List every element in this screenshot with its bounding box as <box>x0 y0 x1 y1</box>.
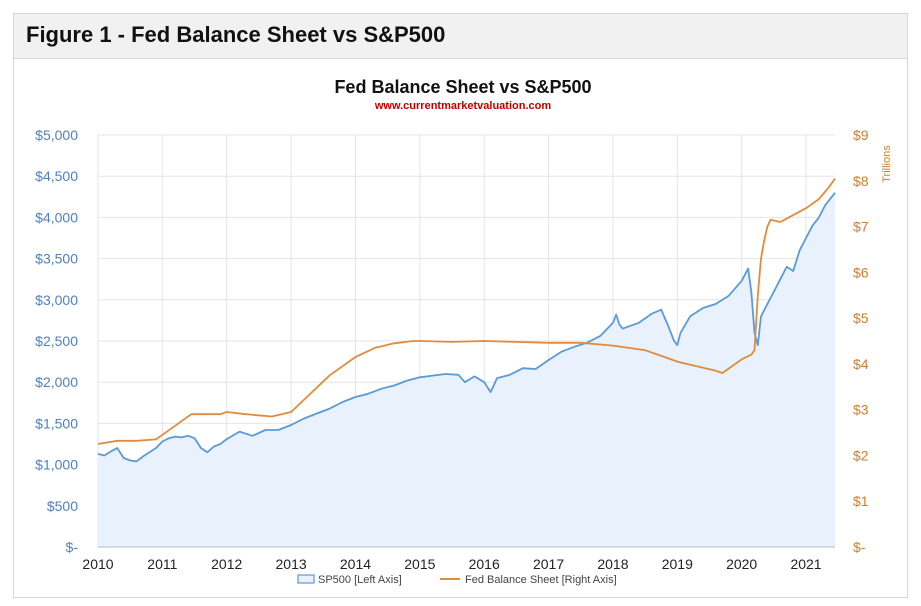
left-tick-label: $4,000 <box>35 209 78 225</box>
right-tick-label: $4 <box>853 356 869 372</box>
x-tick-label: 2013 <box>276 556 307 572</box>
x-tick-label: 2012 <box>211 556 242 572</box>
sp500-line <box>97 192 836 463</box>
sp500-area-layer <box>98 192 835 547</box>
chart: Fed Balance Sheet vs S&P500 www.currentm… <box>35 77 893 586</box>
legend: SP500 [Left Axis] Fed Balance Sheet [Righ… <box>297 574 617 586</box>
left-tick-label: $3,000 <box>35 292 78 308</box>
figure-frame: Figure 1 - Fed Balance Sheet vs S&P500 F… <box>13 13 908 598</box>
x-tick-label: 2019 <box>662 556 693 572</box>
chart-subtitle: www.currentmarketvaluation.com <box>374 100 551 112</box>
chart-title: Fed Balance Sheet vs S&P500 <box>334 77 591 97</box>
left-tick-label: $1,500 <box>35 415 78 431</box>
x-tick-label: 2017 <box>533 556 564 572</box>
left-tick-label: $- <box>66 539 79 555</box>
sp500-area <box>98 192 835 547</box>
legend-sp500-swatch <box>297 574 315 584</box>
left-tick-label: $3,500 <box>35 251 78 267</box>
left-tick-label: $500 <box>47 498 78 514</box>
left-tick-label: $2,500 <box>35 333 78 349</box>
legend-fed-label: Fed Balance Sheet [Right Axis] <box>465 574 617 586</box>
left-tick-label: $1,000 <box>35 457 78 473</box>
right-tick-label: $7 <box>853 219 869 235</box>
right-axis-label: Trillions <box>881 145 893 183</box>
right-tick-label: $1 <box>853 493 869 509</box>
fed-balance-line <box>97 177 836 445</box>
axes: $- $500 $1,000 $1,500 $2,000 $2,500 $3,000 $3,5… <box>35 127 869 572</box>
x-tick-label: 2015 <box>404 556 435 572</box>
x-tick-label: 2018 <box>597 556 628 572</box>
series-lines <box>97 177 836 463</box>
right-tick-label: $9 <box>853 127 869 143</box>
right-tick-label: $- <box>853 539 866 555</box>
x-tick-label: 2014 <box>340 556 371 572</box>
right-tick-label: $5 <box>853 310 869 326</box>
right-tick-label: $8 <box>853 173 869 189</box>
right-tick-label: $3 <box>853 402 869 418</box>
legend-sp500-label: SP500 [Left Axis] <box>318 574 402 586</box>
figure-title: Figure 1 - Fed Balance Sheet vs S&P500 <box>26 22 446 47</box>
figure-header: Figure 1 - Fed Balance Sheet vs S&P500 <box>14 14 907 59</box>
left-tick-label: $2,000 <box>35 374 78 390</box>
x-tick-label: 2011 <box>147 556 177 572</box>
right-tick-label: $6 <box>853 264 869 280</box>
x-tick-label: 2010 <box>82 556 113 572</box>
x-tick-label: 2021 <box>790 556 821 572</box>
left-tick-label: $5,000 <box>35 127 78 143</box>
left-tick-label: $4,500 <box>35 168 78 184</box>
right-tick-label: $2 <box>853 447 869 463</box>
x-tick-label: 2020 <box>726 556 757 572</box>
x-tick-label: 2016 <box>469 556 500 572</box>
